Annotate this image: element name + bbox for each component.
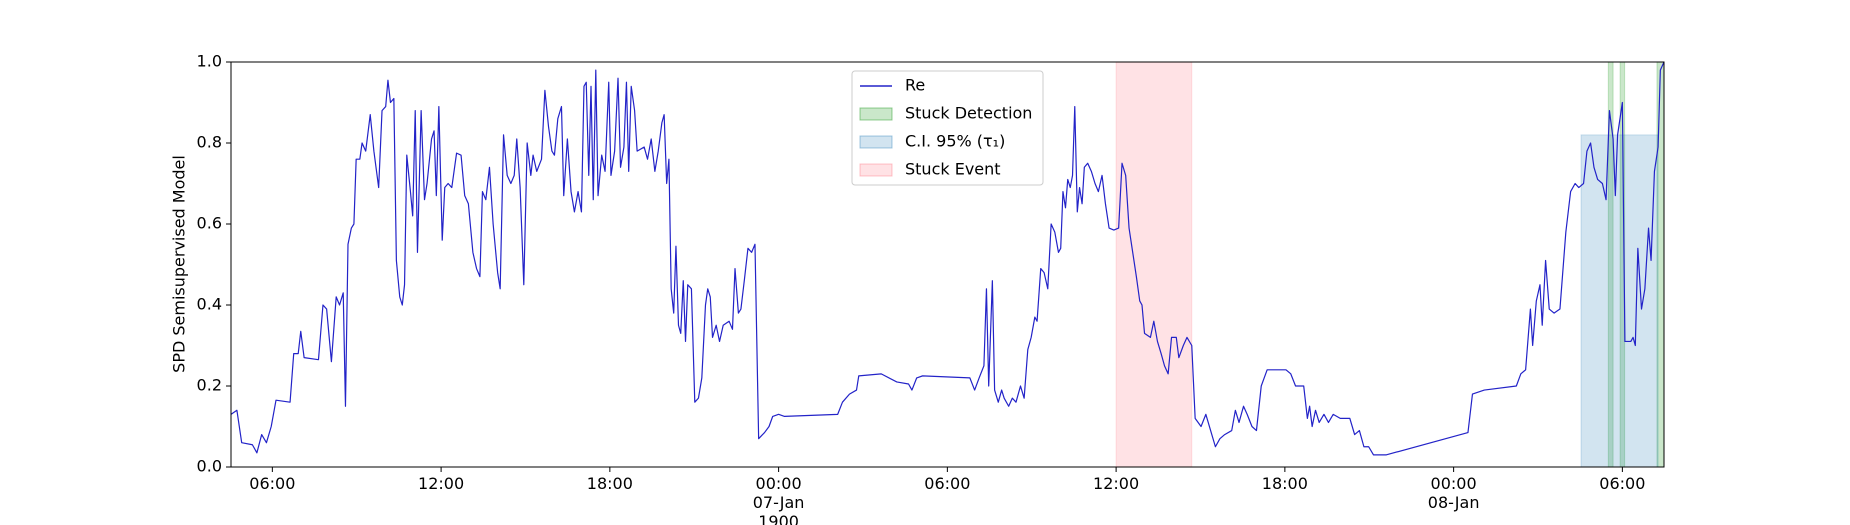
legend-box	[851, 70, 1044, 186]
legend-patch	[859, 107, 893, 121]
x-tick-label: 18:00	[586, 474, 633, 493]
y-tick-label: 1.0	[197, 52, 222, 71]
x-tick-label: 12:00	[418, 474, 465, 493]
legend-label: Stuck Detection	[905, 104, 1032, 123]
y-tick-label: 0.8	[197, 133, 222, 152]
span	[1115, 61, 1193, 468]
x-tick-label: 18:00	[1261, 474, 1308, 493]
x-tick-label: 00:00 07-Jan 1900	[752, 474, 805, 525]
legend-label: Re	[905, 76, 925, 95]
legend-patch	[859, 163, 893, 177]
y-tick-label: 0.6	[197, 214, 222, 233]
series-line	[230, 61, 1665, 456]
span	[1580, 134, 1659, 468]
x-tick-label: 00:00 08-Jan	[1427, 474, 1480, 512]
x-tick-label: 06:00	[1599, 474, 1646, 493]
legend-label: Stuck Event	[905, 160, 1001, 179]
y-axis-label: SPD Semisupervised Model	[170, 155, 189, 373]
x-tick-label: 06:00	[924, 474, 971, 493]
y-tick-label: 0.2	[197, 376, 222, 395]
legend-patch	[859, 135, 893, 149]
legend-label: C.I. 95% (τ₁)	[905, 132, 1005, 151]
legend: Re Stuck Detection C.I. 95% (τ₁) Stuck Even…	[851, 70, 1044, 186]
x-tick-label: 06:00	[249, 474, 296, 493]
y-tick-label: 0.4	[197, 295, 222, 314]
y-tick-label: 0.0	[197, 457, 222, 476]
x-tick-label: 12:00	[1093, 474, 1140, 493]
